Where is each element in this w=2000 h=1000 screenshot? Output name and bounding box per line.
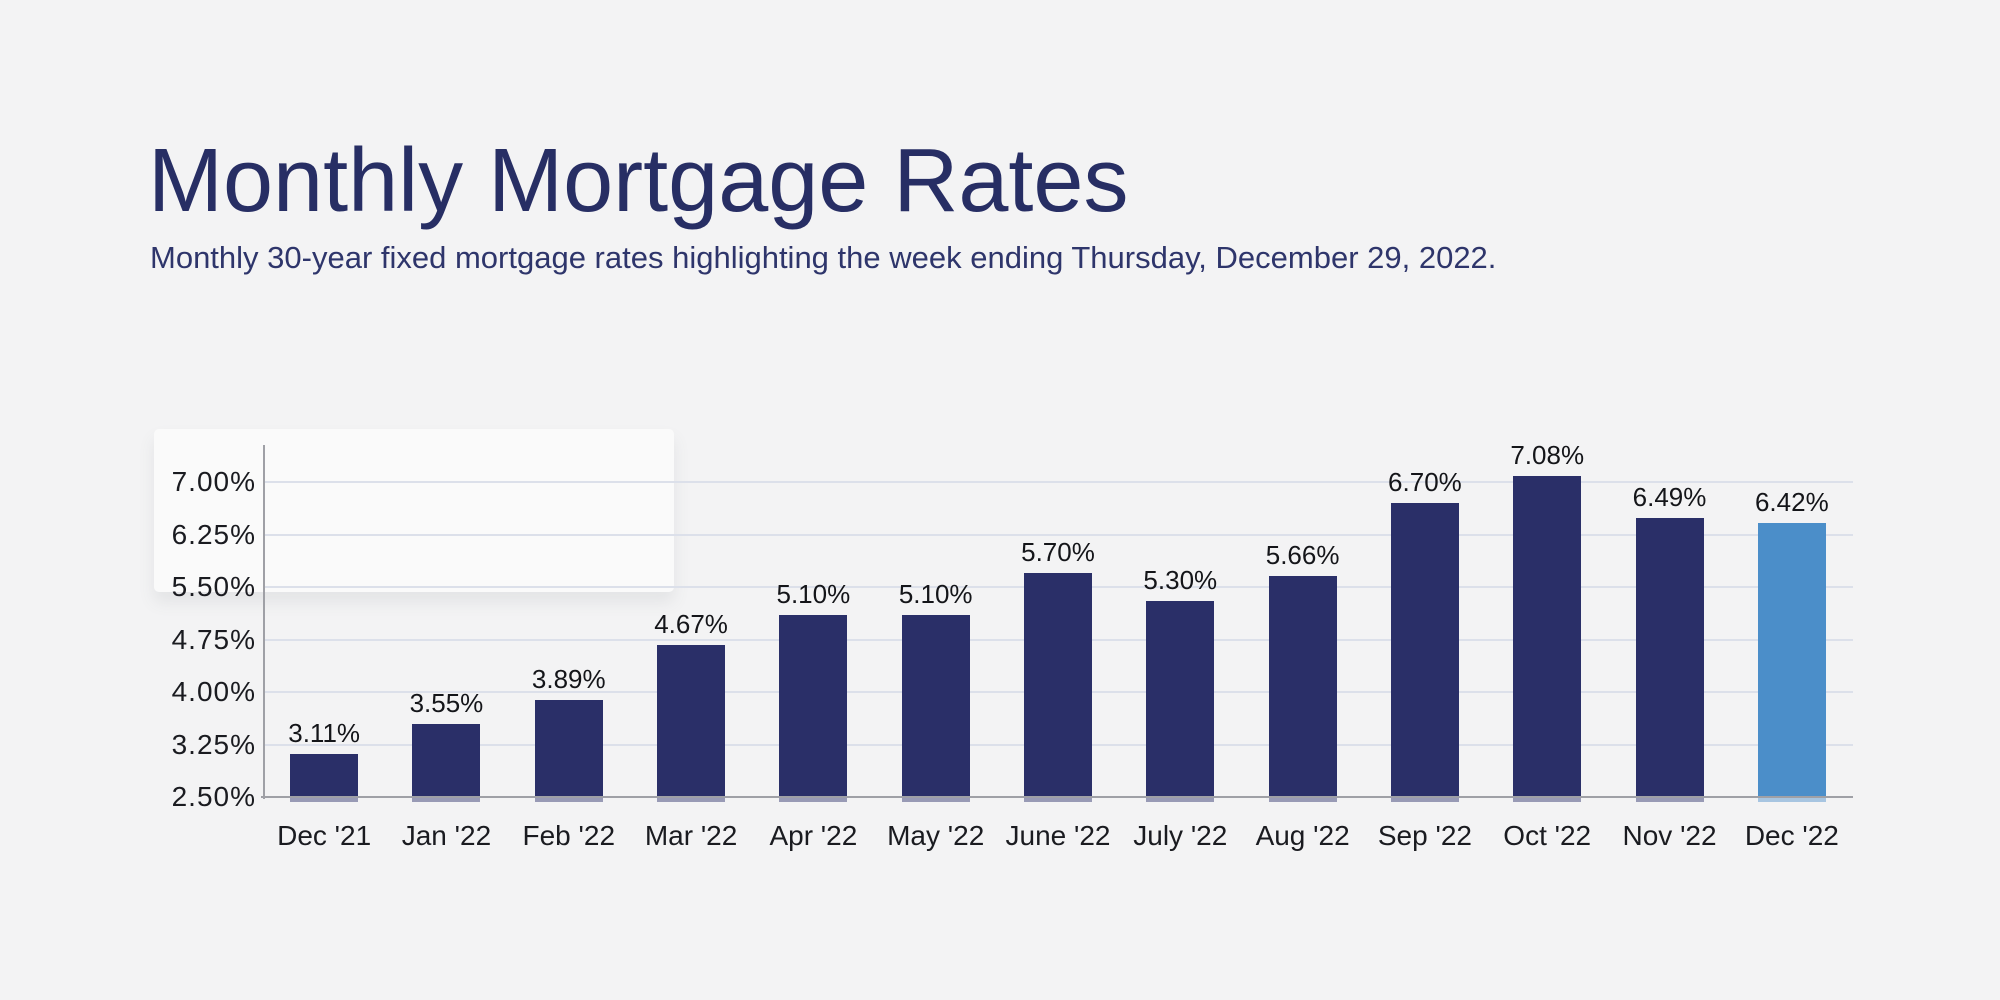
x-tick-label: Dec '21: [277, 820, 372, 851]
x-tick-label: Aug '22: [1255, 820, 1350, 851]
bar-value-label: 3.89%: [531, 663, 606, 694]
x-tick-label: Jan '22: [401, 820, 492, 851]
bar-value-label: 3.55%: [409, 687, 484, 718]
bar-stub: [412, 797, 481, 802]
bar-value-label: 5.10%: [898, 579, 973, 609]
bar-stub: [1146, 797, 1215, 802]
bar-value-label: 5.66%: [1265, 539, 1340, 570]
page-subtitle: Monthly 30-year fixed mortgage rates hig…: [150, 240, 1497, 275]
bar-stub: [1268, 797, 1337, 802]
bar-value-label: 7.08%: [1510, 440, 1585, 471]
bar-stub: [657, 797, 726, 802]
y-tick-label: 4.00%: [171, 676, 256, 707]
bar-value-label: 5.70%: [1021, 537, 1095, 567]
bar-value-label: 6.49%: [1632, 481, 1707, 512]
x-tick-label: Sep '22: [1377, 820, 1472, 851]
x-tick-label: Feb '22: [522, 820, 616, 851]
bar-value-label: 3.11%: [288, 718, 361, 749]
bar-stub: [1635, 797, 1704, 802]
bar: [1757, 522, 1826, 797]
bar: [1390, 503, 1459, 797]
bar-value-label: 5.10%: [776, 579, 851, 609]
bar-stub: [901, 797, 970, 802]
x-axis-line: [261, 796, 1853, 798]
bar: [1635, 517, 1704, 797]
bar: [657, 645, 726, 797]
bar-stub: [1390, 797, 1459, 802]
x-tick-label: Oct '22: [1503, 820, 1592, 851]
bar-value-label: 5.30%: [1143, 565, 1218, 595]
x-tick-label: May '22: [887, 820, 985, 851]
bar: [779, 615, 848, 797]
bar-stub: [534, 797, 603, 802]
bar: [901, 615, 970, 797]
bar: [1146, 601, 1215, 797]
x-tick-label: July '22: [1133, 820, 1228, 851]
chart-highlight-card: [154, 429, 674, 592]
bar-stub: [1757, 797, 1826, 802]
y-tick-label: 2.50%: [171, 781, 256, 812]
x-tick-label: Dec '22: [1744, 820, 1839, 851]
bar: [1513, 476, 1582, 797]
gridline: [263, 481, 1853, 483]
gridline: [263, 533, 1853, 536]
bar-stub: [1024, 797, 1092, 802]
x-tick-label: Apr '22: [769, 820, 858, 851]
bar-stub: [1513, 797, 1582, 802]
bar: [290, 754, 359, 797]
bar: [534, 699, 603, 797]
bar-stub: [779, 797, 848, 802]
x-tick-label: Nov '22: [1622, 820, 1717, 851]
x-tick-label: Mar '22: [644, 820, 738, 851]
y-tick-label: 6.25%: [171, 518, 256, 550]
bar: [412, 723, 481, 797]
bar-value-label: 6.42%: [1754, 486, 1829, 517]
bar-stub: [290, 797, 359, 802]
x-tick-label: June '22: [1005, 820, 1111, 851]
y-tick-label: 3.25%: [171, 728, 256, 760]
bar: [1024, 573, 1092, 797]
bar: [1268, 575, 1337, 797]
bar-value-label: 6.70%: [1388, 467, 1462, 497]
bar-value-label: 4.67%: [654, 609, 728, 640]
y-tick-label: 5.50%: [171, 571, 256, 602]
y-axis-line: [263, 445, 265, 799]
page-title: Monthly Mortgage Rates: [148, 131, 1129, 231]
y-tick-label: 7.00%: [171, 466, 256, 497]
y-tick-label: 4.75%: [171, 623, 256, 655]
